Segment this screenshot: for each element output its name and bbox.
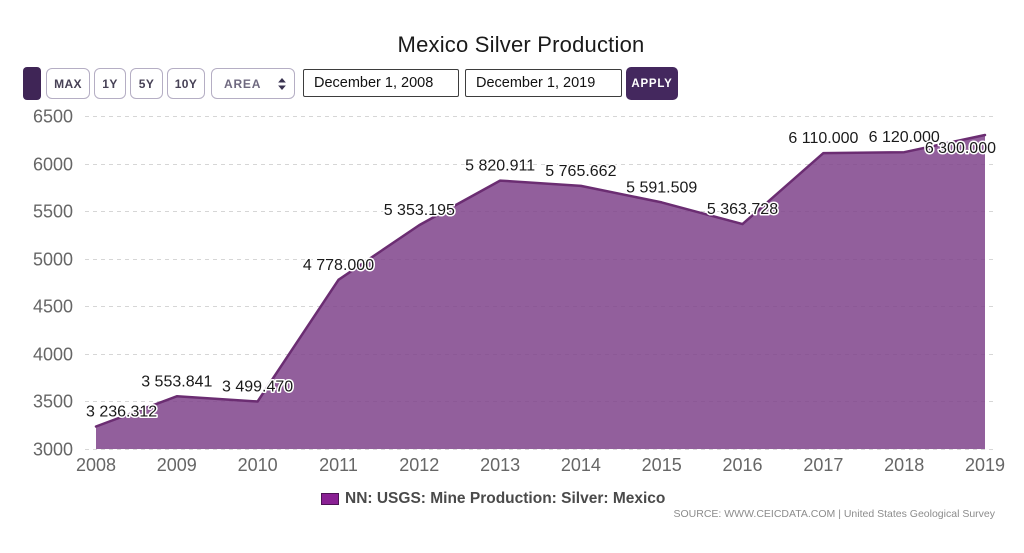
- svg-text:2019: 2019: [965, 455, 1005, 475]
- select-updown-icon: [278, 77, 286, 90]
- legend-label: NN: USGS: Mine Production: Silver: Mexic…: [345, 489, 666, 507]
- svg-text:2017: 2017: [803, 455, 843, 475]
- data-label: 5 591.509: [626, 179, 697, 196]
- svg-text:2012: 2012: [399, 455, 439, 475]
- svg-text:6000: 6000: [33, 155, 73, 175]
- data-label: 4 778.000: [303, 257, 374, 274]
- data-label: 6 110.000: [788, 130, 858, 147]
- range-button-max[interactable]: MAX: [46, 68, 90, 99]
- svg-text:5000: 5000: [33, 250, 73, 270]
- date-from-value: December 1, 2008: [314, 75, 434, 91]
- svg-text:6500: 6500: [33, 107, 73, 127]
- svg-text:2015: 2015: [642, 455, 682, 475]
- apply-button[interactable]: APPLY: [626, 67, 678, 100]
- data-label: 6 300.000: [925, 140, 996, 157]
- data-label: 5 353.195: [384, 202, 455, 219]
- range-button-10y[interactable]: 10Y: [167, 68, 205, 99]
- chart-type-select-value: AREA: [224, 76, 262, 91]
- svg-text:5500: 5500: [33, 202, 73, 222]
- svg-text:2008: 2008: [76, 455, 116, 475]
- chart-type-select[interactable]: AREA: [211, 68, 295, 99]
- range-button-5y[interactable]: 5Y: [130, 68, 163, 99]
- data-label: 3 499.470: [222, 379, 293, 396]
- svg-text:4500: 4500: [33, 297, 73, 317]
- data-label: 3 236.312: [86, 404, 157, 421]
- date-from-input[interactable]: December 1, 2008: [303, 69, 459, 97]
- svg-text:3500: 3500: [33, 392, 73, 412]
- legend-item[interactable]: NN: USGS: Mine Production: Silver: Mexic…: [321, 489, 666, 507]
- svg-text:4000: 4000: [33, 345, 73, 365]
- data-label: 5 363.728: [707, 201, 778, 218]
- svg-text:2013: 2013: [480, 455, 520, 475]
- svg-text:2011: 2011: [319, 455, 358, 475]
- range-button-1y[interactable]: 1Y: [94, 68, 126, 99]
- source-note: SOURCE: WWW.CEICDATA.COM | United States…: [673, 508, 996, 520]
- page-title: Mexico Silver Production: [397, 32, 645, 57]
- svg-text:2010: 2010: [238, 455, 278, 475]
- data-label: 3 553.841: [141, 373, 212, 390]
- data-label: 5 765.662: [545, 163, 616, 180]
- data-label: 5 820.911: [465, 158, 535, 175]
- svg-text:2018: 2018: [884, 455, 924, 475]
- svg-text:2014: 2014: [561, 455, 601, 475]
- legend-swatch-icon: [321, 492, 339, 505]
- date-to-input[interactable]: December 1, 2019: [465, 69, 622, 97]
- svg-text:2016: 2016: [722, 455, 762, 475]
- data-label: 6 120.000: [869, 129, 940, 146]
- date-to-value: December 1, 2019: [476, 75, 596, 91]
- svg-text:3000: 3000: [33, 440, 73, 460]
- toolbar-collapse-handle[interactable]: [23, 67, 41, 100]
- svg-text:2009: 2009: [157, 455, 197, 475]
